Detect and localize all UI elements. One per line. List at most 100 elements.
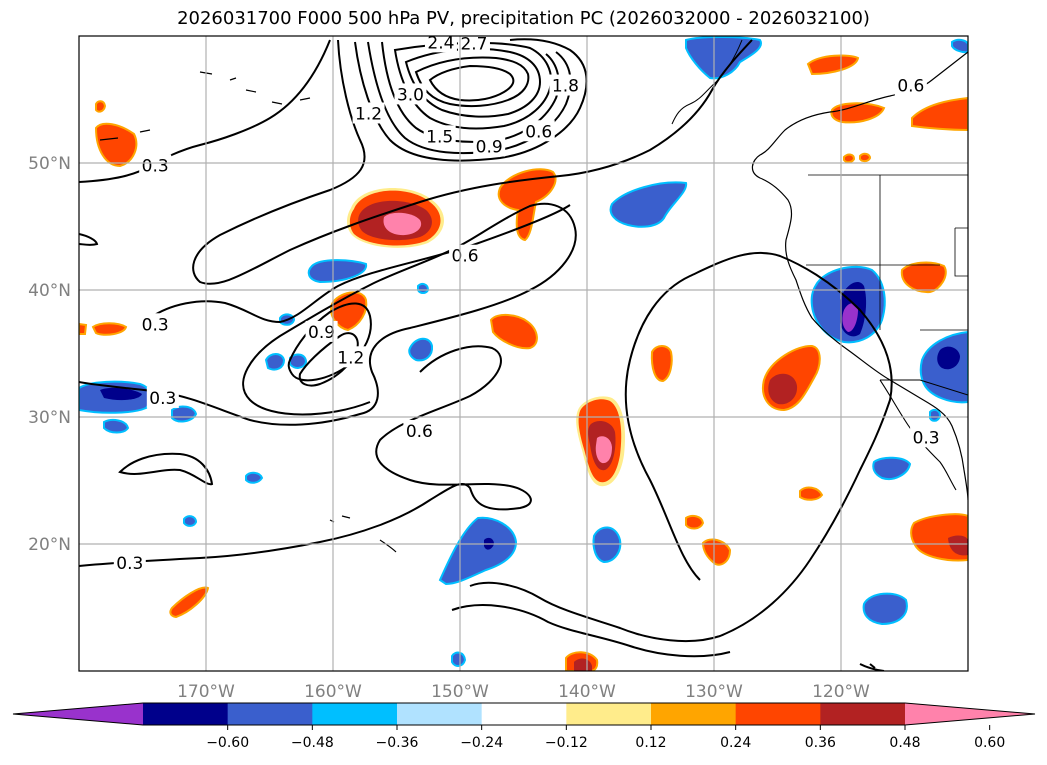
pv-contour-label-text: 3.0: [397, 85, 424, 105]
lat-tick-label: 40°N: [28, 281, 71, 301]
pv-contour-label-bg: [549, 74, 582, 96]
pv-contour-label-bg: [449, 244, 482, 266]
lat-tick-label: 20°N: [28, 535, 71, 555]
pv-contour-label: 3.0: [394, 83, 427, 105]
pv-contour-0.6-main: [192, 39, 753, 285]
pv-contour-0.3-south-edge: [451, 604, 731, 658]
colorbar-bin: [651, 703, 737, 725]
colorbar-tick-label: 0.24: [720, 735, 751, 751]
pv-contour-label-text: 0.3: [142, 315, 169, 335]
pv-contour-label-bg: [910, 426, 943, 448]
pv-contour-label-text: 1.2: [337, 348, 364, 368]
pv-contour-label: 2.7: [457, 35, 490, 55]
pv-contour-label-text: 1.2: [355, 104, 382, 124]
pv-contour-label-bg: [146, 386, 179, 408]
pv-contour-label: 0.6: [449, 244, 482, 267]
pv-contour-label: 0.3: [910, 426, 943, 448]
pv-contour-0.3-east: [469, 251, 893, 643]
pv-contour-label-text: 0.3: [142, 157, 169, 177]
pv-contour-0.9-north: [354, 38, 588, 162]
colorbar-tick-label: −0.36: [376, 735, 419, 751]
lon-tick-label: 130°W: [685, 682, 743, 702]
pv-contour-label-bg: [305, 320, 338, 342]
pv-contour-2.4: [414, 56, 530, 108]
lat-tick-labels: 20°N 30°N 40°N 50°N: [28, 154, 71, 555]
pv-contour-label-bg: [139, 154, 172, 176]
pv-contour-label-bg: [334, 346, 367, 368]
pv-contour-label-bg: [522, 120, 555, 142]
pv-contour-label-bg: [394, 83, 427, 105]
pv-contour-labels: 0.30.30.30.30.30.60.60.60.60.90.91.21.21…: [113, 33, 943, 574]
lat-tick-label: 30°N: [28, 408, 71, 428]
pv-contour-label: 1.2: [352, 102, 385, 124]
pv-contour-label: 1.8: [549, 74, 582, 97]
pv-contour-label: 1.5: [423, 125, 456, 147]
pv-contour-label-bg: [139, 313, 172, 335]
pv-contour-0.9: [287, 302, 372, 382]
pv-contour-label-bg: [403, 419, 436, 441]
colorbar-tick-label: 0.36: [805, 735, 836, 751]
colorbar-bin: [397, 703, 483, 725]
state-borders: [806, 174, 968, 331]
pv-contour-label: 0.3: [139, 313, 172, 335]
international-border: [880, 379, 968, 396]
pv-contour-0.3-middle: [149, 204, 571, 324]
colorbar-tick-label: 0.60: [974, 735, 1005, 751]
plot-frame: [78, 35, 969, 672]
lon-tick-label: 160°W: [304, 682, 362, 702]
pv-contour-label: 0.6: [522, 120, 555, 142]
pv-contour-label-text: 0.3: [149, 389, 176, 409]
pv-contour-label-text: 2.7: [460, 35, 487, 55]
pv-contour-0.3-north: [79, 39, 331, 183]
pv-contour-1.8: [393, 41, 552, 130]
colorbar-tick-label: 0.12: [635, 735, 666, 751]
pv-contour-label-bg: [473, 135, 506, 157]
pv-contour-label: 0.3: [113, 552, 146, 574]
colorbar-tick-label: 0.48: [889, 735, 920, 751]
pv-contour-label-text: 1.5: [426, 127, 453, 147]
pv-contour-0.6-loop: [79, 202, 577, 426]
pv-contour-label: 1.2: [334, 346, 367, 368]
coastline-north-america: [751, 51, 968, 501]
pv-contour-label-text: 0.9: [308, 323, 335, 343]
pv-contour-0.3-west: [79, 233, 99, 246]
pv-contour-label-bg: [457, 36, 490, 54]
colorbar-bin: [227, 703, 313, 725]
pv-contour-label: 0.6: [403, 419, 436, 442]
lon-tick-label: 140°W: [558, 682, 616, 702]
colorbar-extend-max: [905, 703, 1035, 725]
colorbar-tick-label: −0.60: [206, 735, 249, 751]
lat-tick-label: 50°N: [28, 154, 71, 174]
pv-contour-label-text: 0.6: [525, 122, 552, 142]
lon-tick-label: 170°W: [177, 682, 235, 702]
precip-positive-regions: [79, 54, 968, 671]
lon-tick-label: 120°W: [812, 682, 870, 702]
chart-title: 2026031700 F000 500 hPa PV, precipitatio…: [177, 8, 870, 29]
lon-tick-label: 150°W: [431, 682, 489, 702]
pv-contour-label-bg: [352, 102, 385, 124]
pv-contour-label: 0.9: [305, 320, 338, 343]
colorbar: [12, 702, 1036, 726]
colorbar-tick-label: −0.24: [460, 735, 503, 751]
pv-contour-label-text: 1.8: [552, 77, 579, 97]
lon-tick-labels: 170°W 160°W 150°W 140°W 130°W 120°W: [177, 682, 870, 702]
pv-contour-label-text: 0.6: [897, 77, 924, 97]
pv-contour-label-bg: [894, 74, 927, 96]
colorbar-tick-labels: −0.60 −0.48 −0.36 −0.24 −0.12 0.12 0.24 0.36 0.4…: [206, 725, 1005, 751]
pv-contour-label: 0.9: [473, 135, 506, 157]
pv-contour-0.3-south: [79, 345, 532, 567]
colorbar-extend-min: [13, 703, 143, 725]
pv-contour-0.3-island: [118, 452, 214, 486]
pv-contour-label-text: 0.6: [406, 422, 433, 442]
gridlines: [79, 36, 968, 671]
pv-contour-label-text: 0.3: [913, 428, 940, 448]
colorbar-bin: [481, 703, 567, 725]
colorbar-tick-label: −0.48: [291, 735, 334, 751]
colorbar-bin: [312, 703, 398, 725]
pv-contour-label-text: 2.4: [427, 33, 454, 53]
colorbar-bin: [143, 703, 229, 725]
precip-negative-regions: [79, 36, 968, 667]
pv-contour-label: 0.3: [146, 386, 179, 409]
pv-contour-label: 2.4: [424, 33, 457, 53]
